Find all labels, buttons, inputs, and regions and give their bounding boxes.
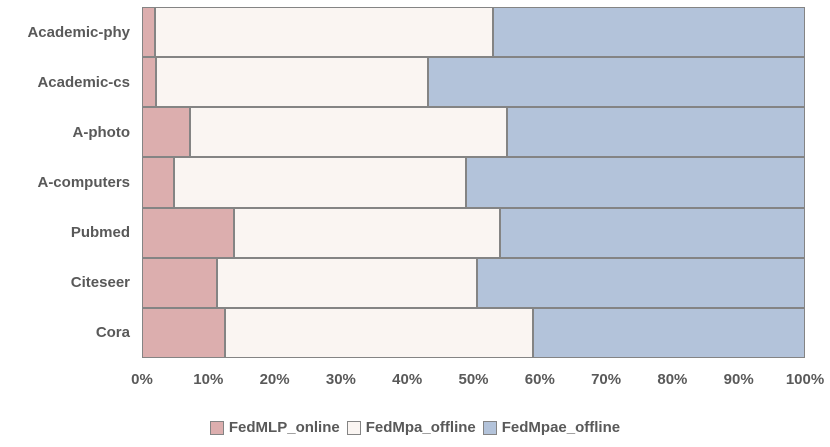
category-label: Academic-phy <box>27 23 130 41</box>
x-tick-label: 80% <box>657 371 688 388</box>
bar-segment-FedMLP_online <box>142 207 235 258</box>
x-tick-label: 60% <box>524 371 555 388</box>
bar-segment-FedMLP_online <box>142 107 191 158</box>
category-label: Citeseer <box>70 274 130 292</box>
bar-segment-FedMpa_offline <box>174 157 467 208</box>
bar-segment-FedMpae_offline <box>427 57 805 108</box>
bar-segment-FedMpa_offline <box>155 57 428 108</box>
bar-segment-FedMpae_offline <box>466 157 805 208</box>
bar-segment-FedMpae_offline <box>493 7 805 58</box>
bar-segment-FedMpa_offline <box>190 107 507 158</box>
bar-segment-FedMLP_online <box>142 307 225 358</box>
bar-segment-FedMpae_offline <box>506 107 805 158</box>
bar-segment-FedMLP_online <box>142 7 156 58</box>
x-tick-label: 70% <box>591 371 622 388</box>
x-tick-label: 90% <box>723 371 754 388</box>
bar-segment-FedMLP_online <box>142 257 217 308</box>
plot-area <box>142 7 805 358</box>
bar-row <box>142 307 805 358</box>
bar-row <box>142 7 805 58</box>
bar-segment-FedMpa_offline <box>224 307 533 358</box>
bar-row <box>142 107 805 158</box>
legend-item: FedMpae_offline <box>482 419 621 436</box>
legend-item: FedMpa_offline <box>346 419 476 436</box>
legend-label: FedMpa_offline <box>365 419 476 436</box>
category-label: A-photo <box>72 123 130 141</box>
x-tick-label: 40% <box>392 371 423 388</box>
bar-segment-FedMpa_offline <box>216 257 477 308</box>
x-tick-label: 50% <box>458 371 489 388</box>
category-label: A-computers <box>37 173 130 191</box>
bar-segment-FedMpa_offline <box>155 7 494 58</box>
bar-row <box>142 257 805 308</box>
category-label: Cora <box>95 324 130 342</box>
category-label: Pubmed <box>70 224 130 242</box>
bar-segment-FedMLP_online <box>142 57 156 108</box>
x-axis: 0% 10% 20% 30% 40% 50% 60% 70% 80% 90% 100% <box>131 371 824 391</box>
bar-segment-FedMpae_offline <box>532 307 805 358</box>
legend-swatch <box>209 420 224 435</box>
category-axis: Academic-phy Academic-cs A-photo A-computer… <box>0 7 130 358</box>
x-tick-label: 0% <box>131 371 153 388</box>
legend-swatch <box>482 420 497 435</box>
bar-row <box>142 157 805 208</box>
bar-segment-FedMLP_online <box>142 157 175 208</box>
bar-row <box>142 207 805 258</box>
bar-row <box>142 57 805 108</box>
legend-label: FedMpae_offline <box>501 419 621 436</box>
bar-segment-FedMpae_offline <box>500 207 805 258</box>
bar-segment-FedMpae_offline <box>476 257 805 308</box>
legend: FedMLP_online FedMpa_offline FedMpae_offli… <box>0 419 830 436</box>
legend-label: FedMLP_online <box>228 419 340 436</box>
legend-item: FedMLP_online <box>209 419 340 436</box>
legend-swatch <box>346 420 361 435</box>
x-tick-label: 30% <box>325 371 356 388</box>
category-label: Academic-cs <box>37 73 130 91</box>
x-tick-label: 20% <box>259 371 290 388</box>
x-tick-label: 100% <box>785 371 825 388</box>
x-tick-label: 10% <box>193 371 224 388</box>
bar-segment-FedMpa_offline <box>234 207 501 258</box>
